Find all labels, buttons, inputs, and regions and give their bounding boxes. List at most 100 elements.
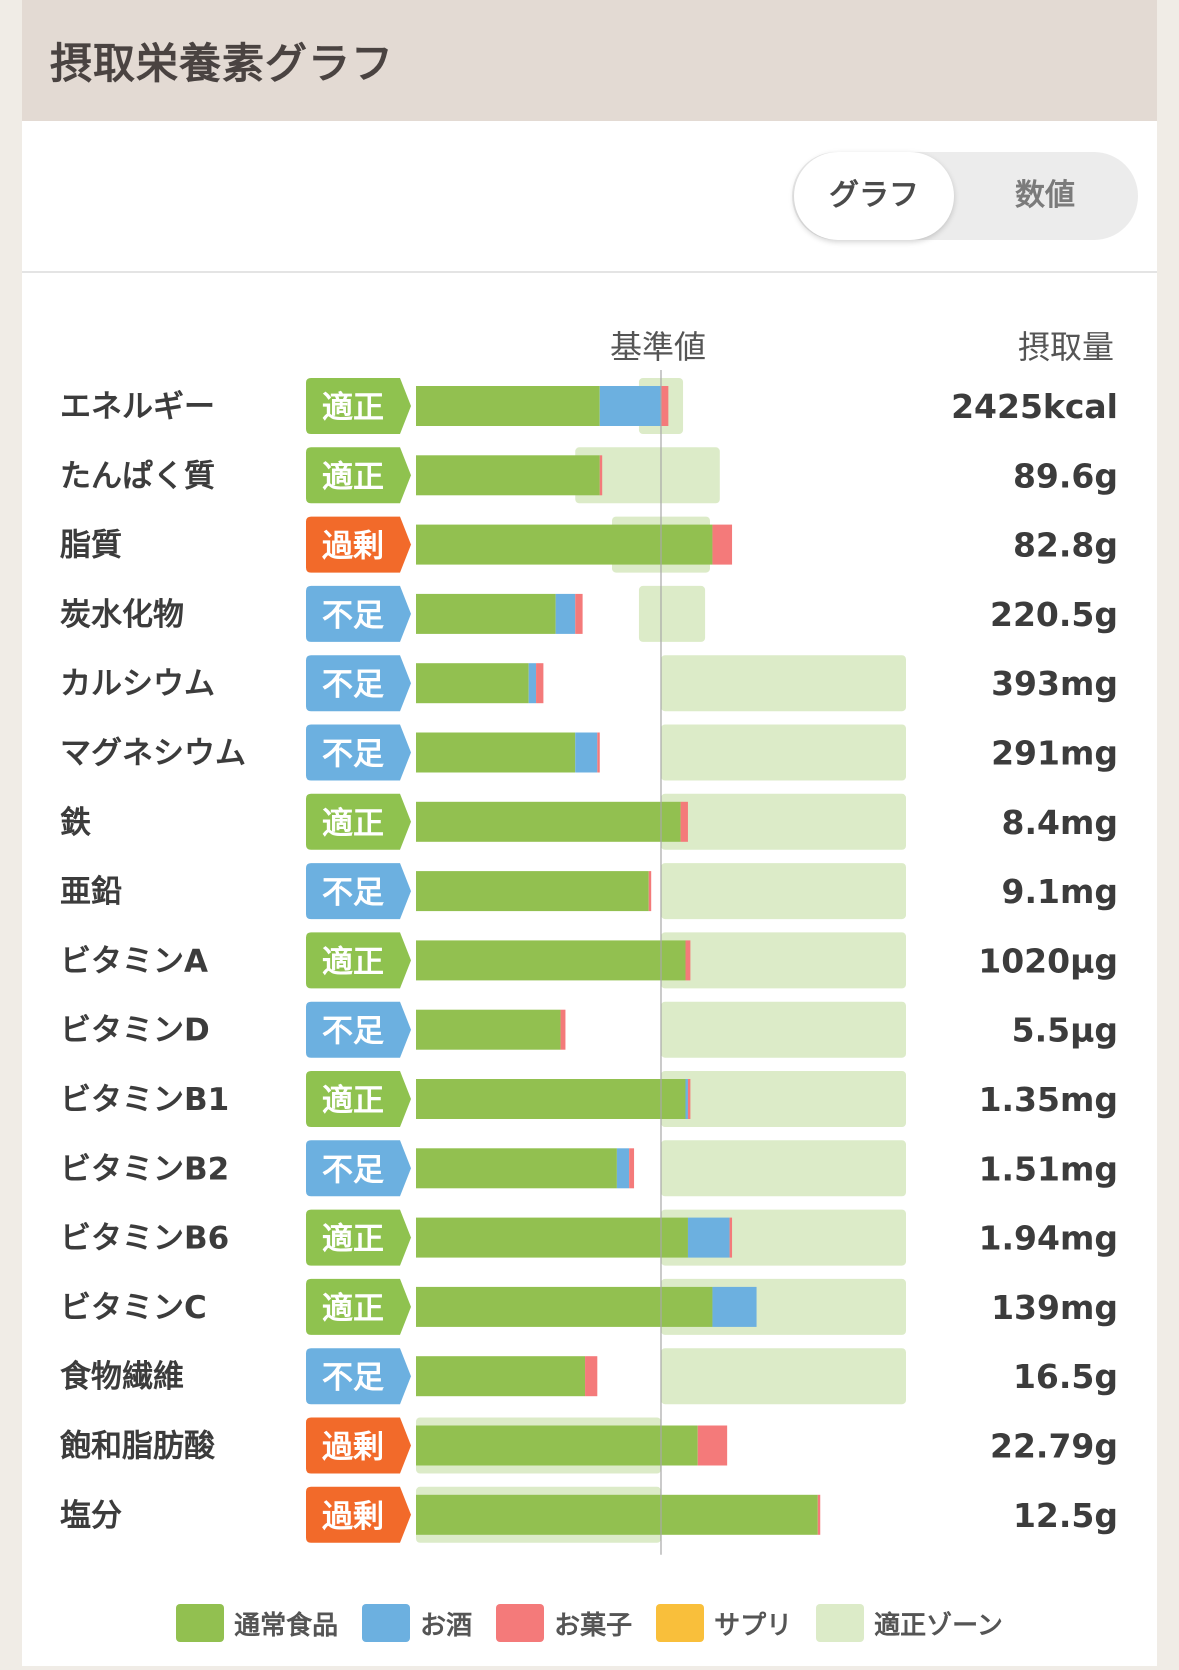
status-badge-label: 適正: [322, 390, 384, 426]
status-badge: [306, 932, 411, 989]
bar-alcohol: [616, 1148, 630, 1189]
bar-sweets: [661, 386, 669, 426]
bar-sweets: [575, 593, 583, 634]
nutrient-label: ビタミンB1: [60, 1082, 229, 1118]
legend-swatch: [656, 1604, 705, 1642]
intake-amount: 16.5g: [1013, 1357, 1118, 1396]
bar-normal: [416, 1286, 713, 1327]
toggle-number-button[interactable]: 数値: [1015, 178, 1075, 213]
nutrient-label: 鉄: [60, 805, 91, 841]
intake-amount: 89.6g: [1013, 456, 1118, 495]
status-badge-label: 不足: [322, 1152, 384, 1188]
bar-sweets: [729, 1217, 733, 1258]
bar-sweets: [536, 663, 544, 704]
legend-label: お酒: [420, 1610, 473, 1641]
optimal-zone-bar: [661, 932, 906, 989]
nutrient-label: ビタミンB6: [60, 1221, 229, 1257]
optimal-zone-bar: [661, 1071, 906, 1127]
status-badge: [306, 655, 411, 712]
intake-amount: 82.8g: [1013, 526, 1118, 565]
status-badge-label: 適正: [322, 806, 384, 842]
bar-normal: [416, 455, 600, 496]
intake-amount: 12.5g: [1013, 1496, 1118, 1535]
optimal-zone-bar: [661, 1140, 906, 1197]
status-badge-label: 過剰: [322, 1430, 384, 1466]
bar-alcohol: [575, 732, 598, 773]
status-badge: [306, 1486, 411, 1543]
bar-sweets: [597, 732, 600, 773]
bar-normal: [416, 1148, 617, 1189]
bar-alcohol: [599, 386, 661, 426]
nutrient-label: マグネシウム: [60, 736, 246, 772]
bar-alcohol: [555, 593, 576, 634]
legend-swatch: [176, 1604, 225, 1642]
nutrient-row: エネルギー 適正 2425kcal: [60, 378, 1118, 434]
status-badge-label: 適正: [322, 1222, 384, 1258]
bar-normal: [416, 871, 649, 912]
status-badge: [306, 585, 411, 642]
nutrient-row: 飽和脂肪酸 過剰 22.79g: [60, 1417, 1118, 1474]
nutrient-row: ビタミンC 適正 139mg: [60, 1278, 1118, 1335]
intake-amount: 22.79g: [990, 1427, 1118, 1466]
nutrient-label: たんぱく質: [60, 458, 215, 494]
intake-amount: 9.1mg: [1002, 872, 1118, 911]
reference-column-header: 基準値: [610, 328, 707, 366]
status-badge-label: 過剰: [322, 529, 384, 565]
status-badge: [306, 1348, 411, 1405]
intake-amount: 1.51mg: [979, 1149, 1118, 1188]
bar-sweets: [817, 1494, 821, 1535]
legend-label: お菓子: [554, 1610, 633, 1641]
legend-item: お酒: [362, 1604, 472, 1642]
intake-amount: 291mg: [991, 734, 1118, 773]
bar-sweets: [560, 1009, 566, 1050]
status-badge: [306, 1278, 411, 1335]
intake-amount: 139mg: [991, 1288, 1118, 1327]
nutrient-row: 脂質 過剰 82.8g: [60, 516, 1118, 573]
bar-normal: [416, 1009, 561, 1050]
bar-sweets: [685, 940, 691, 981]
status-badge: [306, 793, 411, 850]
bar-normal: [416, 940, 686, 981]
bar-sweets: [680, 801, 688, 842]
status-badge-label: 適正: [322, 459, 384, 495]
nutrient-label: 亜鉛: [60, 874, 122, 910]
legend-label: 通常食品: [234, 1610, 339, 1641]
bar-sweets: [687, 1079, 691, 1119]
view-toggle[interactable]: グラフ 数値: [792, 152, 1138, 240]
nutrient-row: ビタミンA 適正 1020µg: [60, 932, 1118, 989]
nutrient-label: カルシウム: [60, 666, 215, 702]
status-badge-label: 不足: [322, 737, 384, 773]
status-badge-label: 適正: [322, 1291, 384, 1327]
status-badge: [306, 447, 411, 504]
intake-amount: 1020µg: [978, 941, 1118, 980]
legend-item: 適正ゾーン: [816, 1604, 1003, 1642]
bar-alcohol: [685, 1079, 688, 1119]
intake-amount: 220.5g: [990, 595, 1118, 634]
nutrient-label: ビタミンB2: [60, 1151, 229, 1187]
bar-normal: [416, 524, 713, 565]
nutrient-card: 摂取栄養素グラフ グラフ 数値 基準値 摂取量 エネルギー 適正 2425kcal た…: [22, 0, 1157, 1666]
intake-amount: 8.4mg: [1002, 803, 1118, 842]
optimal-zone-bar: [661, 793, 906, 850]
bar-alcohol: [528, 663, 537, 704]
nutrient-row: 塩分 過剰 12.5g: [60, 1486, 1118, 1543]
optimal-zone-bar: [661, 1348, 906, 1405]
status-badge: [306, 724, 411, 781]
status-badge: [306, 1417, 411, 1474]
nutrient-row: 亜鉛 不足 9.1mg: [60, 863, 1118, 920]
status-badge: [306, 1001, 411, 1058]
bar-alcohol: [687, 1217, 730, 1258]
status-badge: [306, 1071, 411, 1127]
nutrient-chart: エネルギー 適正 2425kcal たんぱく質 適正 89.6g 脂質 過剰 82.8g 炭水化物…: [22, 0, 1157, 1666]
nutrient-label: 塩分: [60, 1498, 122, 1534]
nutrient-row: マグネシウム 不足 291mg: [60, 724, 1118, 781]
nutrient-row: ビタミンB1 適正 1.35mg: [60, 1071, 1118, 1127]
toggle-graph-button[interactable]: グラフ: [794, 152, 954, 240]
status-badge: [306, 1209, 411, 1266]
status-badge-label: 不足: [322, 667, 384, 703]
bar-normal: [416, 386, 600, 426]
bar-normal: [416, 593, 556, 634]
bar-sweets: [648, 871, 652, 912]
intake-amount: 393mg: [991, 664, 1118, 703]
